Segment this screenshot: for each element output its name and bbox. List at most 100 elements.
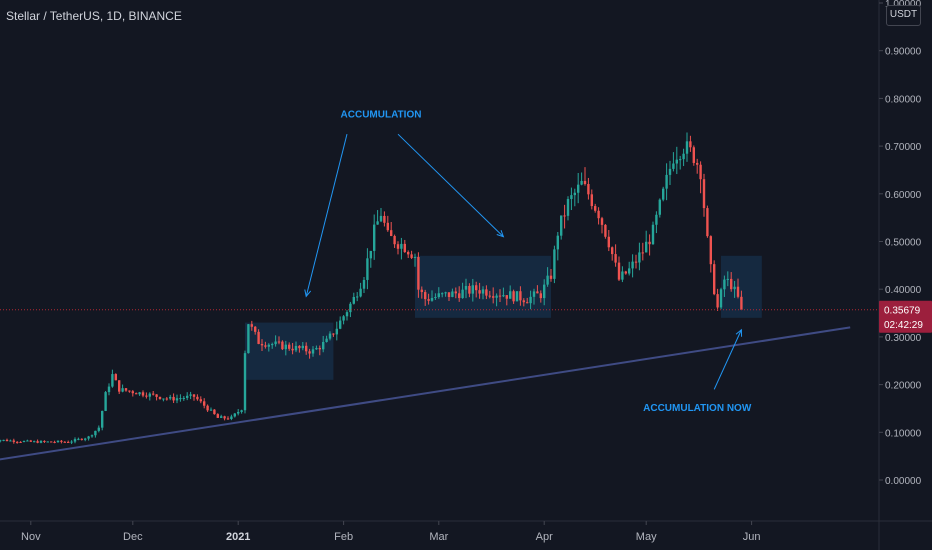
candle: [264, 341, 267, 349]
candle-body: [264, 345, 267, 347]
candle-body: [19, 441, 22, 443]
candle-body: [131, 391, 134, 394]
candle: [226, 416, 230, 420]
candle-body: [736, 286, 740, 297]
candle-body: [226, 418, 230, 420]
candle-body: [383, 215, 386, 223]
candle: [447, 292, 451, 301]
candle-body: [158, 396, 162, 399]
candle: [713, 260, 716, 296]
candle-body: [651, 224, 655, 245]
candle: [733, 280, 736, 298]
candle: [162, 398, 165, 402]
candle-body: [553, 249, 556, 279]
currency-button[interactable]: USDT: [886, 5, 921, 26]
candle-body: [288, 344, 291, 349]
candle: [16, 441, 19, 444]
candle: [505, 295, 508, 306]
y-tick-label: 0.50000: [885, 238, 922, 249]
candle: [2, 439, 5, 442]
candle: [291, 342, 294, 355]
candle: [617, 256, 621, 282]
candle: [50, 441, 53, 443]
candle-body: [577, 184, 580, 193]
candle-body: [240, 410, 243, 412]
candle-body: [427, 299, 430, 301]
candle: [311, 346, 315, 357]
candle: [577, 172, 580, 204]
candle-body: [308, 351, 311, 354]
candle: [189, 391, 192, 400]
last-price-label: [879, 300, 932, 333]
candle: [250, 320, 253, 331]
candle-body: [702, 179, 706, 209]
candle: [485, 285, 488, 300]
candle-body: [685, 141, 689, 154]
candle-body: [716, 294, 719, 308]
candle: [458, 286, 461, 302]
candle: [454, 287, 457, 299]
candle: [301, 341, 304, 351]
candle-body: [488, 295, 491, 297]
candle: [376, 210, 379, 225]
candle-body: [505, 295, 508, 299]
candle-body: [325, 338, 328, 342]
candle-body: [356, 296, 359, 298]
candle-body: [284, 344, 287, 350]
candle-body: [420, 289, 423, 293]
candle-body: [675, 159, 678, 164]
candle-body: [706, 208, 709, 237]
candle: [645, 230, 648, 253]
candle-body: [359, 288, 362, 297]
candle: [362, 276, 366, 293]
candle-body: [271, 344, 274, 346]
candle-body: [645, 241, 648, 253]
candle: [475, 281, 478, 298]
candle: [519, 286, 522, 306]
candle-body: [111, 374, 114, 387]
candle: [192, 394, 196, 401]
x-tick-label: Jun: [743, 531, 761, 543]
candle: [199, 396, 202, 404]
candle-body: [668, 168, 672, 175]
candle-body: [203, 401, 206, 406]
candle-body: [36, 441, 39, 443]
candle: [736, 278, 740, 299]
candle-body: [478, 290, 481, 294]
candle-body: [413, 256, 417, 258]
candle-body: [641, 252, 644, 254]
candle: [495, 293, 498, 307]
candle-body: [179, 398, 182, 400]
candle-body: [107, 386, 111, 393]
candle: [298, 345, 301, 353]
candle-body: [206, 405, 209, 411]
candle-body: [475, 285, 478, 291]
candle: [529, 290, 532, 310]
candle: [532, 288, 536, 305]
candle: [390, 221, 393, 237]
candle-body: [665, 174, 668, 189]
candle: [114, 373, 117, 381]
candle-body: [104, 392, 107, 411]
candle: [124, 387, 128, 392]
candle-body: [328, 333, 332, 339]
candle-body: [22, 441, 26, 443]
candle: [583, 167, 587, 186]
candle-body: [250, 324, 253, 327]
candle: [36, 439, 39, 444]
candle-body: [726, 278, 729, 280]
candle: [383, 211, 386, 227]
candle-body: [512, 291, 515, 302]
candle-body: [546, 275, 549, 285]
candle: [335, 321, 338, 341]
candle: [723, 275, 726, 297]
candle: [19, 441, 22, 443]
candle-body: [403, 243, 406, 253]
candle: [648, 234, 651, 256]
candle-body: [128, 390, 131, 392]
candle: [566, 196, 570, 221]
x-tick-label: May: [636, 531, 657, 543]
candle-body: [84, 438, 87, 440]
candle-body: [441, 293, 444, 295]
candle-body: [260, 343, 264, 346]
